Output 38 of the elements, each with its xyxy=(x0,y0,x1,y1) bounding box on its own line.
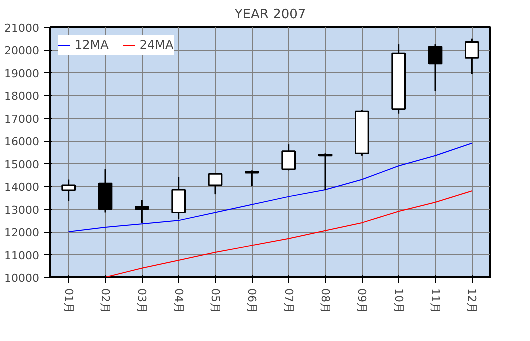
line-series xyxy=(105,190,473,278)
y-tick-label: 21000 xyxy=(4,22,40,35)
x-tick-label: 11月 xyxy=(429,288,442,314)
x-tick-label: 07月 xyxy=(282,288,296,314)
x-tick-label: 04月 xyxy=(172,288,186,314)
candlestick xyxy=(172,176,186,220)
y-tick-label: 17000 xyxy=(4,112,40,126)
line-series xyxy=(68,142,473,233)
candlestick xyxy=(282,144,296,172)
x-tick-label: 03月 xyxy=(136,288,149,314)
x-tick-label: 06月 xyxy=(246,288,259,314)
x-tick-label: 09月 xyxy=(356,288,369,314)
y-tick-label: 10000 xyxy=(4,272,40,285)
candlestick xyxy=(428,44,443,92)
x-tick-label: 01月 xyxy=(62,288,76,314)
y-tick-label: 14000 xyxy=(4,181,40,194)
candlestick xyxy=(318,152,333,191)
y-tick-label: 19000 xyxy=(4,67,40,80)
y-tick-label: 16000 xyxy=(4,136,40,149)
y-tick-label: 12000 xyxy=(4,226,40,240)
candlestick xyxy=(135,199,150,224)
y-tick-label: 11000 xyxy=(4,249,40,262)
candlestick xyxy=(208,173,223,196)
legend-label: 24MA xyxy=(140,38,174,52)
x-tick-label: 12月 xyxy=(466,288,479,314)
candlestick xyxy=(245,170,260,188)
candlestick xyxy=(465,38,480,75)
chart-title: YEAR 2007 xyxy=(234,8,306,22)
y-tick-label: 15000 xyxy=(4,158,40,172)
x-tick-label: 10月 xyxy=(392,288,406,314)
y-tick-label: 18000 xyxy=(4,90,40,104)
x-tick-label: 02月 xyxy=(99,288,112,314)
y-tick-label: 20000 xyxy=(4,44,40,58)
legend-label: 12MA xyxy=(75,38,109,52)
x-tick-label: 05月 xyxy=(209,288,222,314)
x-tick-label: 08月 xyxy=(319,288,332,314)
candlestick xyxy=(62,179,76,202)
y-tick-label: 13000 xyxy=(4,204,40,217)
